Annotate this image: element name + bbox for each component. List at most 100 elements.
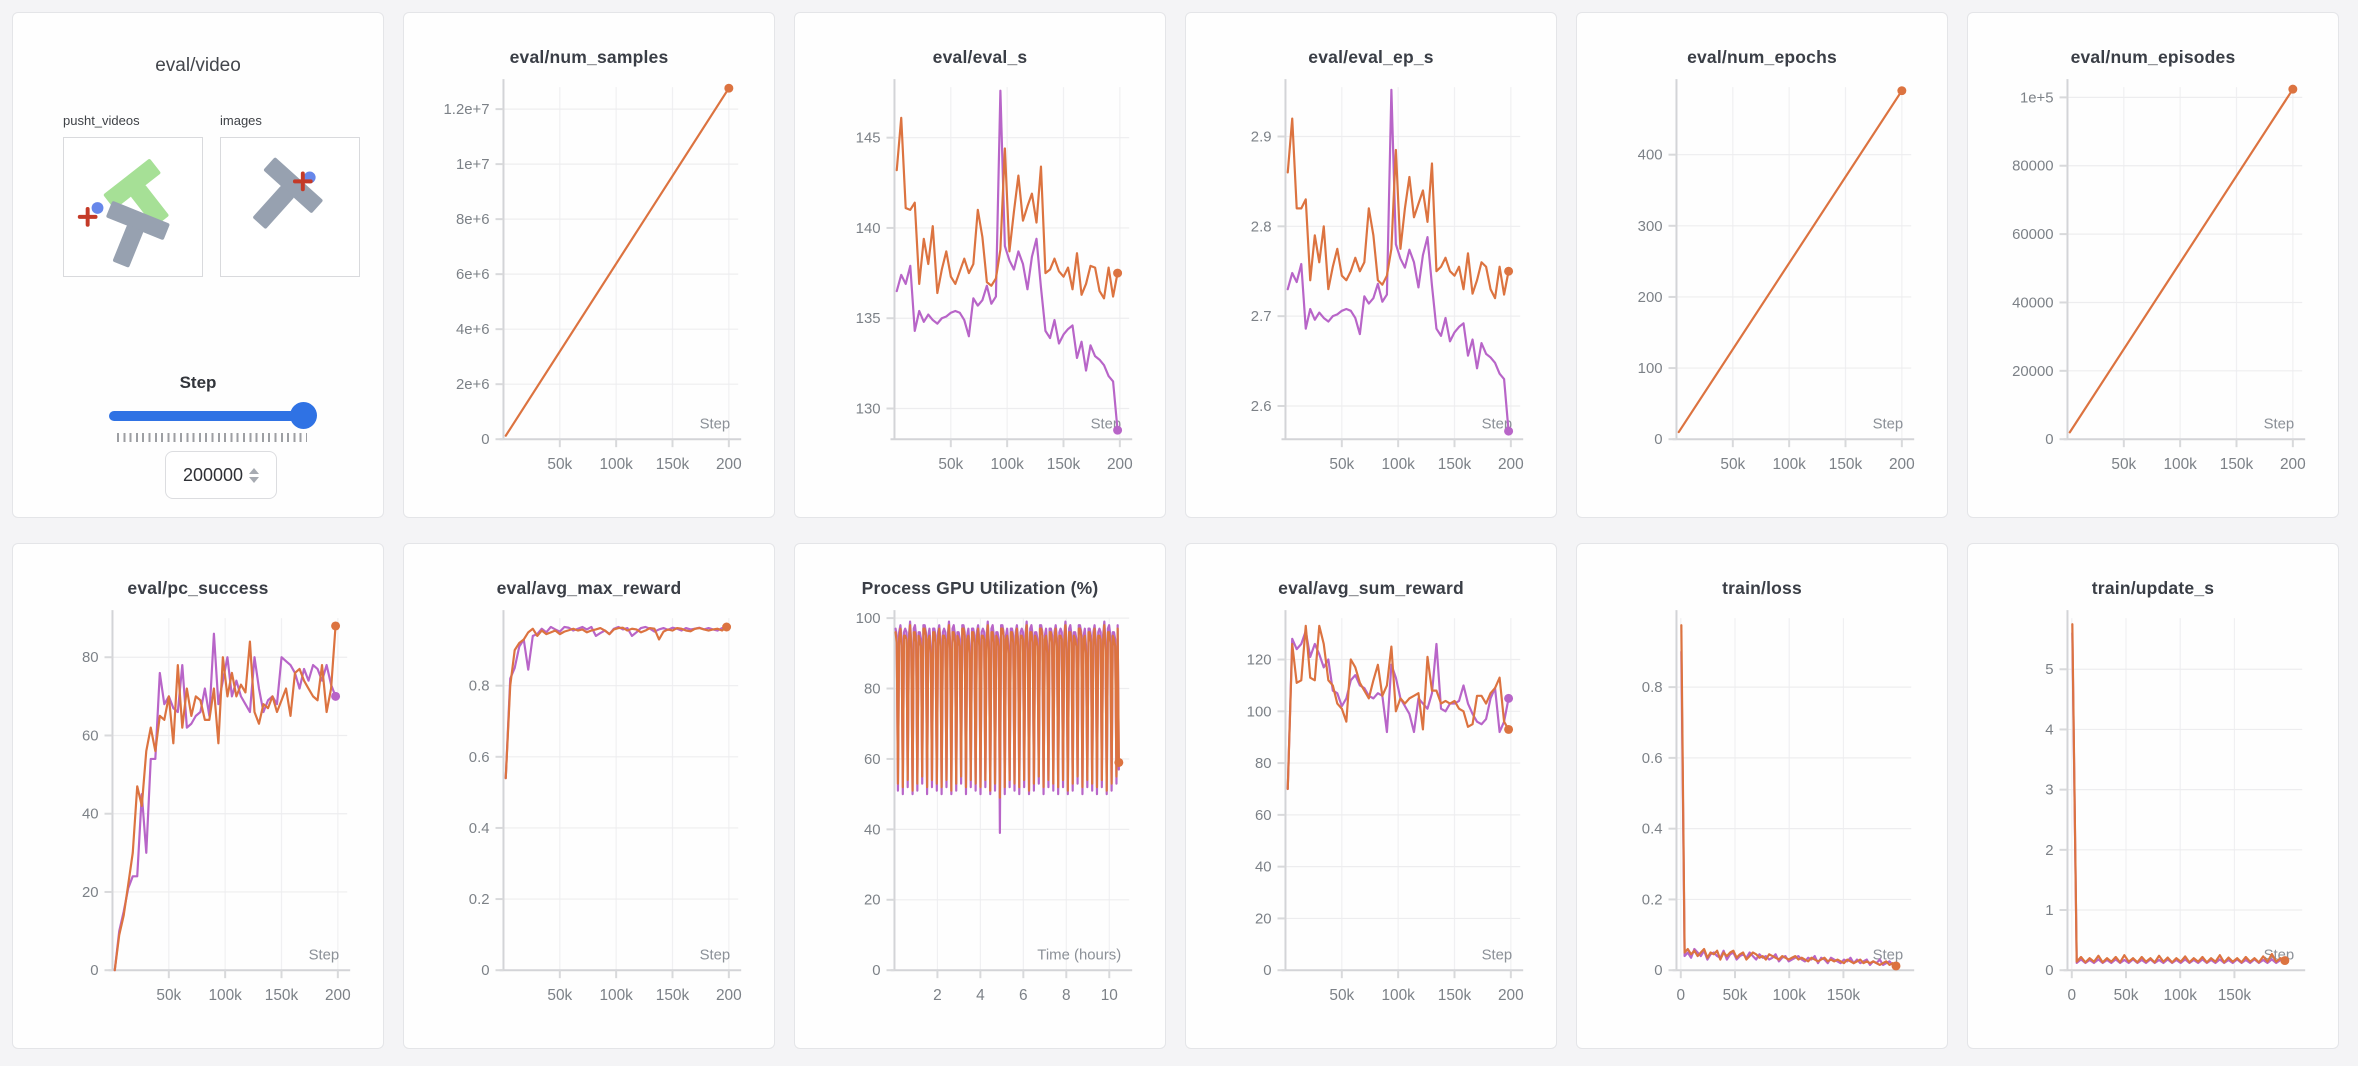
svg-text:Step: Step [2264, 416, 2295, 432]
svg-text:150k: 150k [1829, 456, 1863, 473]
chart-title: eval/avg_max_reward [496, 578, 682, 598]
svg-text:200: 200 [1889, 456, 1915, 473]
step-slider-thumb[interactable] [290, 402, 317, 429]
stepper-down-button[interactable] [249, 476, 260, 483]
svg-text:0.8: 0.8 [1642, 680, 1663, 696]
svg-text:150k: 150k [1827, 987, 1861, 1004]
svg-text:200: 200 [1638, 290, 1663, 306]
svg-text:50k: 50k [547, 456, 572, 473]
chart-title: eval/num_episodes [2070, 47, 2236, 67]
svg-text:100k: 100k [1381, 456, 1415, 473]
panel-eval-avg-max-reward: eval/avg_max_reward 0 0.2 0.4 0.6 0.8 50k 100k… [403, 543, 775, 1049]
svg-text:100: 100 [1247, 704, 1272, 720]
svg-text:0: 0 [2068, 987, 2077, 1004]
svg-text:0: 0 [481, 963, 489, 979]
panel-eval-num-episodes: eval/num_episodes 0 20000 40000 60000 80000 1… [1967, 12, 2339, 518]
svg-text:4: 4 [2045, 722, 2053, 738]
svg-text:2.7: 2.7 [1251, 309, 1272, 325]
chart-canvas[interactable]: 0 0.2 0.4 0.6 0.8 50k 100k 150k 200 Step [404, 603, 774, 1043]
step-value[interactable]: 200000 [182, 464, 244, 485]
chart-canvas[interactable]: 2.6 2.7 2.8 2.9 50k 100k 150k 200 Step [1186, 72, 1556, 512]
chart-canvas[interactable]: 0 20000 40000 60000 80000 1e+5 50k 100k 150k 200 S… [1968, 72, 2338, 512]
svg-text:1: 1 [2045, 903, 2053, 919]
pusht-video-thumbnail[interactable] [63, 137, 203, 277]
chart-canvas[interactable]: 0 20 40 60 80 50k 100k 150k 200 Step [13, 603, 383, 1043]
svg-text:200: 200 [325, 987, 351, 1004]
svg-text:40: 40 [864, 822, 881, 838]
chart-canvas[interactable]: 0 100 200 300 400 50k 100k 150k 200 Step [1577, 72, 1947, 512]
chart-title: train/update_s [2091, 578, 2215, 598]
svg-text:100k: 100k [2163, 456, 2197, 473]
step-number-input[interactable]: 200000 [165, 451, 277, 499]
svg-text:50k: 50k [1723, 987, 1748, 1004]
svg-text:Step: Step [1482, 947, 1513, 963]
svg-text:0.6: 0.6 [1642, 751, 1663, 767]
svg-text:60000: 60000 [2012, 227, 2053, 243]
svg-text:135: 135 [856, 311, 881, 327]
panel-eval-eval-ep-s: eval/eval_ep_s 2.6 2.7 2.8 2.9 50k 100k 150k 20… [1185, 12, 1557, 518]
svg-text:20: 20 [82, 885, 99, 901]
slider-tick-ruler [117, 433, 307, 442]
panel-title: eval/video [155, 55, 241, 76]
svg-text:100k: 100k [599, 456, 633, 473]
svg-text:2: 2 [2045, 843, 2053, 859]
svg-text:5: 5 [2045, 662, 2053, 678]
panel-eval-avg-sum-reward: eval/avg_sum_reward 0 20 40 60 80 100 120 50k 10… [1185, 543, 1557, 1049]
svg-text:150k: 150k [2220, 456, 2254, 473]
svg-text:0: 0 [1654, 432, 1662, 448]
svg-text:100k: 100k [208, 987, 242, 1004]
step-slider-label: Step [179, 373, 217, 392]
svg-text:0.2: 0.2 [1642, 892, 1663, 908]
svg-text:200: 200 [1107, 456, 1133, 473]
svg-text:80000: 80000 [2012, 159, 2053, 175]
svg-text:100k: 100k [1772, 456, 1806, 473]
svg-text:50k: 50k [2111, 456, 2136, 473]
svg-text:Step: Step [309, 947, 340, 963]
svg-text:200: 200 [1498, 987, 1524, 1004]
svg-text:Step: Step [1873, 416, 1904, 432]
svg-text:0: 0 [1654, 963, 1662, 979]
svg-text:200: 200 [716, 987, 742, 1004]
svg-text:150k: 150k [656, 456, 690, 473]
svg-text:50k: 50k [938, 456, 963, 473]
svg-text:50k: 50k [156, 987, 181, 1004]
stepper-up-button[interactable] [249, 467, 260, 474]
svg-text:100k: 100k [1381, 987, 1415, 1004]
svg-text:40000: 40000 [2012, 295, 2053, 311]
chart-canvas[interactable]: 0 2e+6 4e+6 6e+6 8e+6 1e+7 1.2e+7 50k 100k 150k 20… [404, 72, 774, 512]
svg-text:2e+6: 2e+6 [456, 377, 490, 393]
panel-eval-num-epochs: eval/num_epochs 0 100 200 300 400 50k 100k 150k… [1576, 12, 1948, 518]
svg-text:Time (hours): Time (hours) [1037, 947, 1121, 963]
svg-text:2: 2 [933, 987, 942, 1004]
svg-text:100k: 100k [599, 987, 633, 1004]
chart-title: eval/num_epochs [1687, 47, 1837, 67]
svg-text:100: 100 [1638, 361, 1663, 377]
svg-text:6e+6: 6e+6 [456, 267, 490, 283]
svg-text:2.9: 2.9 [1251, 129, 1272, 145]
step-slider[interactable] [109, 402, 317, 429]
svg-text:20000: 20000 [2012, 364, 2053, 380]
svg-text:80: 80 [1255, 756, 1272, 772]
svg-text:100: 100 [856, 611, 881, 627]
media-label-pusht-videos: pusht_videos [63, 113, 140, 128]
images-thumbnail[interactable] [220, 137, 360, 277]
svg-text:60: 60 [82, 728, 99, 744]
chart-title: train/loss [1722, 578, 1802, 598]
svg-text:Step: Step [1482, 416, 1513, 432]
chart-title: eval/eval_s [932, 47, 1028, 67]
svg-text:80: 80 [82, 650, 99, 666]
panel-eval-video: eval/video pusht_videos images [12, 12, 384, 518]
stepper-arrows [249, 467, 260, 483]
svg-text:1e+7: 1e+7 [456, 157, 490, 173]
svg-text:0: 0 [872, 963, 880, 979]
chart-canvas[interactable]: 0 20 40 60 80 100 120 50k 100k 150k 200 Step [1186, 603, 1556, 1043]
svg-text:60: 60 [1255, 808, 1272, 824]
svg-text:Step: Step [700, 416, 731, 432]
pusht-scene-icon [77, 159, 170, 268]
svg-text:0.4: 0.4 [469, 821, 490, 837]
chart-canvas[interactable]: 0 20 40 60 80 100 2 4 6 8 10 Time (hours) [795, 603, 1165, 1043]
panel-train-update-s: train/update_s 0 1 2 3 4 5 0 50k 100k 150k Step [1967, 543, 2339, 1049]
